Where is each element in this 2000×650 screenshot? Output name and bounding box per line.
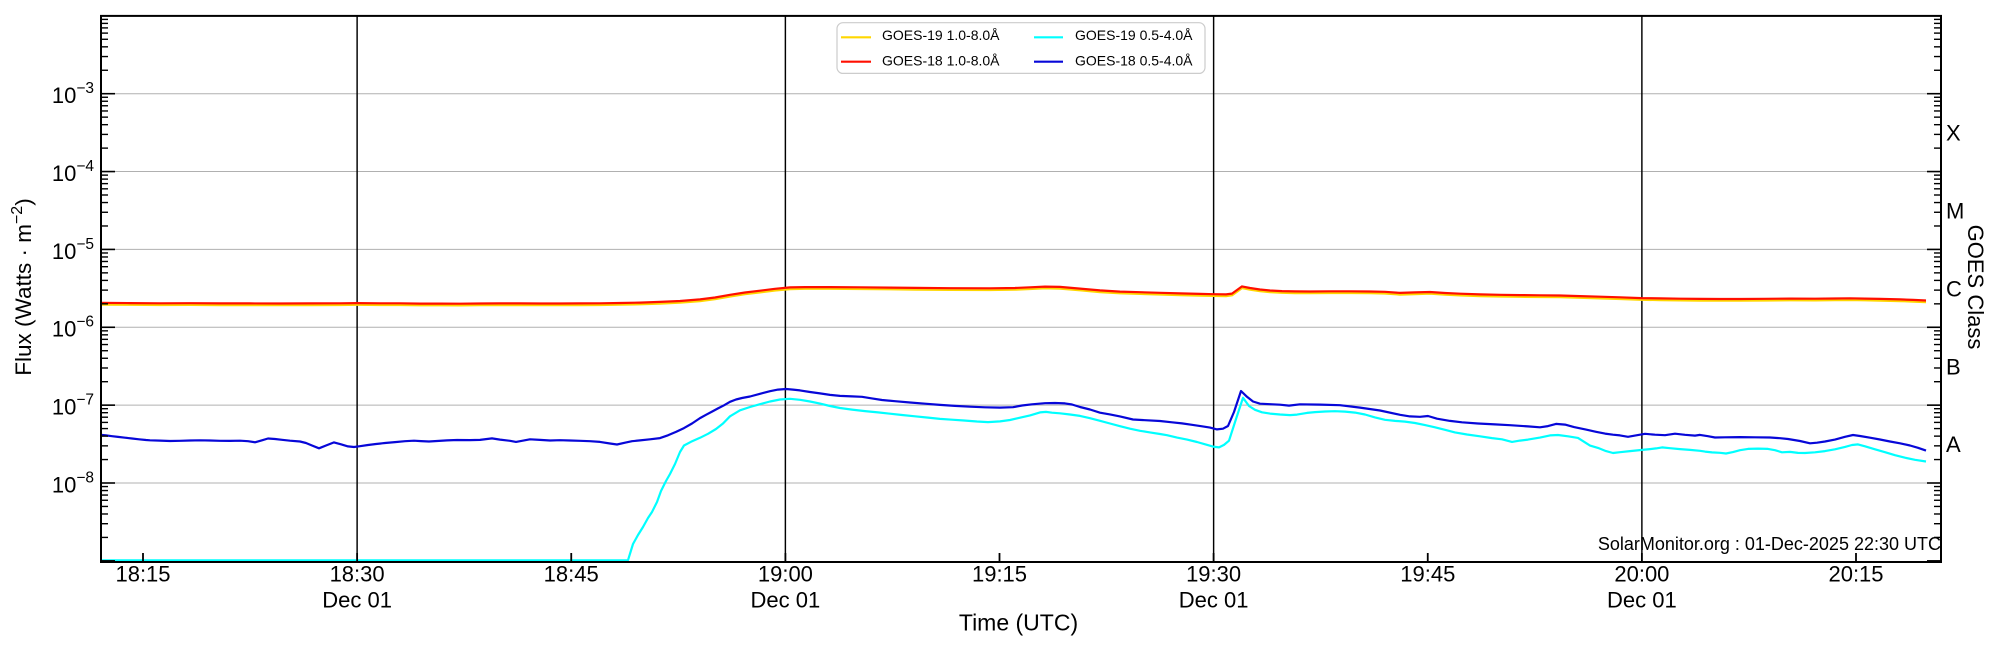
svg-text:10−7: 10−7 bbox=[52, 392, 94, 420]
svg-text:A: A bbox=[1946, 432, 1961, 457]
svg-text:GOES-18 0.5-4.0Å: GOES-18 0.5-4.0Å bbox=[1075, 53, 1193, 69]
svg-text:18:45: 18:45 bbox=[544, 562, 599, 587]
svg-text:10−6: 10−6 bbox=[52, 314, 94, 342]
svg-text:19:30: 19:30 bbox=[1186, 562, 1241, 587]
svg-text:10−3: 10−3 bbox=[52, 80, 94, 108]
svg-text:Flux (Watts · m−2): Flux (Watts · m−2) bbox=[9, 198, 36, 375]
svg-text:Dec 01: Dec 01 bbox=[1607, 588, 1677, 613]
svg-text:Dec 01: Dec 01 bbox=[1179, 588, 1249, 613]
svg-text:18:15: 18:15 bbox=[115, 562, 170, 587]
svg-text:C: C bbox=[1946, 277, 1962, 302]
svg-text:GOES Class: GOES Class bbox=[1963, 225, 1988, 350]
svg-text:10−5: 10−5 bbox=[52, 236, 94, 264]
svg-text:GOES-19 0.5-4.0Å: GOES-19 0.5-4.0Å bbox=[1075, 27, 1193, 43]
svg-text:Time (UTC): Time (UTC) bbox=[959, 610, 1078, 636]
svg-text:Dec 01: Dec 01 bbox=[751, 588, 821, 613]
svg-text:Dec 01: Dec 01 bbox=[322, 588, 392, 613]
svg-text:B: B bbox=[1946, 354, 1961, 379]
svg-text:GOES-19 1.0-8.0Å: GOES-19 1.0-8.0Å bbox=[882, 27, 1000, 43]
svg-text:10−4: 10−4 bbox=[52, 158, 95, 186]
svg-text:18:30: 18:30 bbox=[330, 562, 385, 587]
svg-text:M: M bbox=[1946, 199, 1964, 224]
svg-text:GOES-18 1.0-8.0Å: GOES-18 1.0-8.0Å bbox=[882, 53, 1000, 69]
svg-text:20:00: 20:00 bbox=[1614, 562, 1669, 587]
svg-text:19:45: 19:45 bbox=[1400, 562, 1455, 587]
svg-text:19:15: 19:15 bbox=[972, 562, 1027, 587]
svg-text:X: X bbox=[1946, 121, 1961, 146]
svg-text:19:00: 19:00 bbox=[758, 562, 813, 587]
svg-text:20:15: 20:15 bbox=[1828, 562, 1883, 587]
svg-text:SolarMonitor.org : 01-Dec-2025: SolarMonitor.org : 01-Dec-2025 22:30 UTC bbox=[1598, 534, 1941, 554]
svg-text:10−8: 10−8 bbox=[52, 469, 94, 497]
